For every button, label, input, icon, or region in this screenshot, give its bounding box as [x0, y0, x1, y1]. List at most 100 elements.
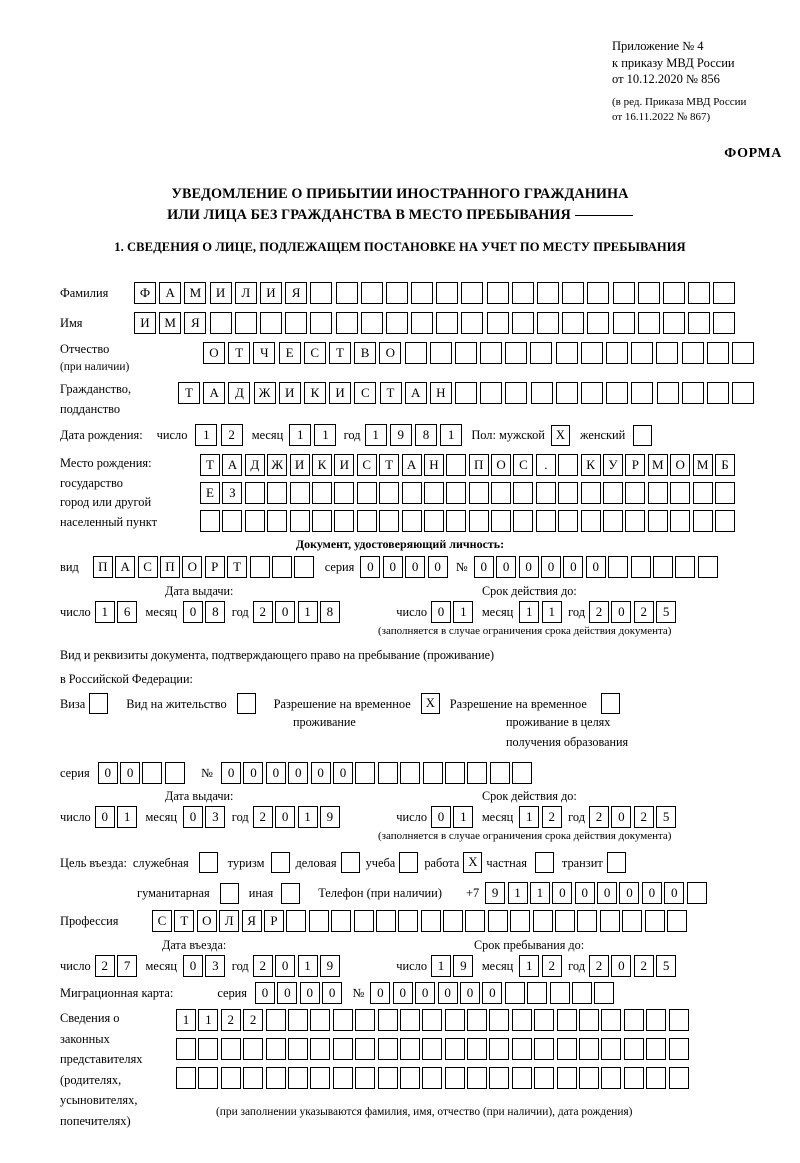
char-cell[interactable]: [556, 1067, 577, 1089]
char-cell[interactable]: Д: [244, 454, 265, 476]
visa-checkbox[interactable]: [89, 693, 109, 714]
char-cell[interactable]: [668, 1038, 689, 1060]
char-cell[interactable]: [311, 482, 332, 504]
char-cell[interactable]: [198, 1038, 219, 1060]
char-cell[interactable]: Т: [174, 910, 195, 932]
char-cell[interactable]: [332, 1038, 353, 1060]
char-cell[interactable]: [534, 1038, 555, 1060]
char-cell[interactable]: [271, 556, 292, 578]
char-cell[interactable]: Т: [228, 342, 251, 364]
char-cell[interactable]: 2: [589, 806, 609, 828]
char-cell[interactable]: 1: [297, 601, 318, 623]
char-cell[interactable]: [603, 482, 624, 504]
char-cell[interactable]: О: [182, 556, 203, 578]
char-cell[interactable]: [577, 910, 598, 932]
char-cell[interactable]: [652, 556, 673, 578]
char-cell[interactable]: [356, 482, 377, 504]
char-cell[interactable]: [622, 910, 643, 932]
char-cell[interactable]: 0: [265, 762, 286, 784]
char-cell[interactable]: [377, 1009, 398, 1031]
char-cell[interactable]: [504, 982, 525, 1004]
char-cell[interactable]: [222, 510, 243, 532]
char-cell[interactable]: Б: [714, 454, 735, 476]
char-cell[interactable]: 0: [496, 556, 517, 578]
char-cell[interactable]: 1: [176, 1009, 196, 1031]
char-cell[interactable]: [200, 510, 220, 532]
char-cell[interactable]: 1: [507, 882, 528, 904]
char-cell[interactable]: [420, 910, 441, 932]
char-cell[interactable]: 0: [288, 762, 309, 784]
char-cell[interactable]: [681, 382, 704, 404]
char-cell[interactable]: [579, 1038, 600, 1060]
char-cell[interactable]: 0: [255, 982, 275, 1004]
char-cell[interactable]: 1: [297, 955, 318, 977]
char-cell[interactable]: 0: [382, 556, 403, 578]
char-cell[interactable]: [375, 910, 396, 932]
char-cell[interactable]: 1: [519, 601, 540, 623]
char-cell[interactable]: [587, 282, 610, 304]
char-cell[interactable]: .: [535, 454, 556, 476]
char-cell[interactable]: [697, 556, 718, 578]
char-cell[interactable]: [285, 312, 308, 334]
char-cell[interactable]: [243, 1067, 264, 1089]
char-cell[interactable]: Л: [234, 282, 257, 304]
char-cell[interactable]: [355, 1038, 376, 1060]
char-cell[interactable]: А: [404, 382, 427, 404]
char-cell[interactable]: [480, 342, 503, 364]
char-cell[interactable]: О: [196, 910, 217, 932]
char-cell[interactable]: [377, 1038, 398, 1060]
char-cell[interactable]: Ч: [253, 342, 276, 364]
char-cell[interactable]: 2: [220, 424, 243, 446]
char-cell[interactable]: [423, 510, 444, 532]
char-cell[interactable]: П: [468, 454, 489, 476]
char-cell[interactable]: [706, 382, 729, 404]
char-cell[interactable]: 0: [360, 556, 381, 578]
char-cell[interactable]: К: [311, 454, 332, 476]
char-cell[interactable]: [399, 1067, 420, 1089]
char-cell[interactable]: 2: [589, 955, 609, 977]
char-cell[interactable]: [535, 482, 556, 504]
char-cell[interactable]: [647, 482, 668, 504]
char-cell[interactable]: 0: [611, 806, 632, 828]
char-cell[interactable]: [668, 1067, 689, 1089]
purpose-study-checkbox[interactable]: [399, 852, 419, 873]
char-cell[interactable]: 0: [473, 556, 494, 578]
char-cell[interactable]: [556, 1038, 577, 1060]
char-cell[interactable]: М: [184, 282, 207, 304]
char-cell[interactable]: [461, 282, 484, 304]
char-cell[interactable]: [411, 282, 434, 304]
char-cell[interactable]: Ж: [253, 382, 276, 404]
char-cell[interactable]: [360, 312, 383, 334]
char-cell[interactable]: С: [354, 382, 377, 404]
char-cell[interactable]: [532, 910, 553, 932]
char-cell[interactable]: С: [152, 910, 172, 932]
char-cell[interactable]: [294, 556, 315, 578]
char-cell[interactable]: [688, 282, 711, 304]
char-cell[interactable]: [444, 762, 465, 784]
char-cell[interactable]: 0: [415, 982, 436, 1004]
char-cell[interactable]: 0: [641, 882, 662, 904]
char-cell[interactable]: [385, 312, 408, 334]
char-cell[interactable]: [587, 312, 610, 334]
char-cell[interactable]: И: [259, 282, 282, 304]
char-cell[interactable]: И: [278, 382, 301, 404]
char-cell[interactable]: 2: [252, 955, 273, 977]
char-cell[interactable]: [714, 482, 735, 504]
char-cell[interactable]: 3: [205, 955, 226, 977]
char-cell[interactable]: [411, 312, 434, 334]
char-cell[interactable]: [444, 1038, 465, 1060]
char-cell[interactable]: К: [303, 382, 326, 404]
char-cell[interactable]: [537, 282, 559, 304]
